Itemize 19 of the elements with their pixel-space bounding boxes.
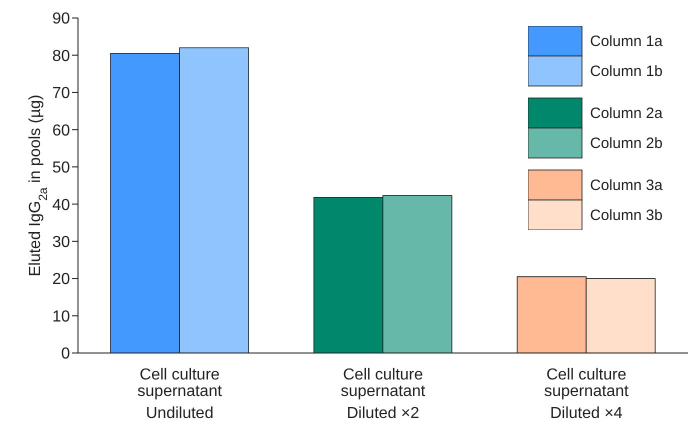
x-tick-label: Cell culture supernatant Diluted ×4 (544, 366, 630, 422)
y-tick-label: 50 (52, 160, 70, 177)
legend-label: Column 3a (590, 177, 664, 194)
y-tick-label: 60 (52, 122, 70, 140)
y-tick-label: 30 (52, 234, 70, 252)
x-tick-label: Cell culture supernatant Undiluted (137, 366, 222, 422)
y-tick-label: 0 (61, 346, 70, 363)
legend-label: Column 2b (590, 135, 663, 152)
y-tick-label: 80 (52, 48, 70, 65)
legend-label: Column 3b (590, 207, 663, 224)
y-tick-label: 70 (52, 85, 70, 102)
legend-label: Column 1b (590, 63, 663, 80)
legend-label: Column 1a (590, 33, 664, 50)
x-tick-label: Cell culture supernatant Diluted ×2 (340, 366, 426, 422)
y-tick-label: 90 (52, 10, 70, 28)
y-tick-label: 10 (52, 308, 70, 326)
y-tick-label: 20 (52, 271, 70, 288)
legend-label: Column 2a (590, 105, 664, 122)
y-tick-label: 40 (52, 196, 70, 214)
